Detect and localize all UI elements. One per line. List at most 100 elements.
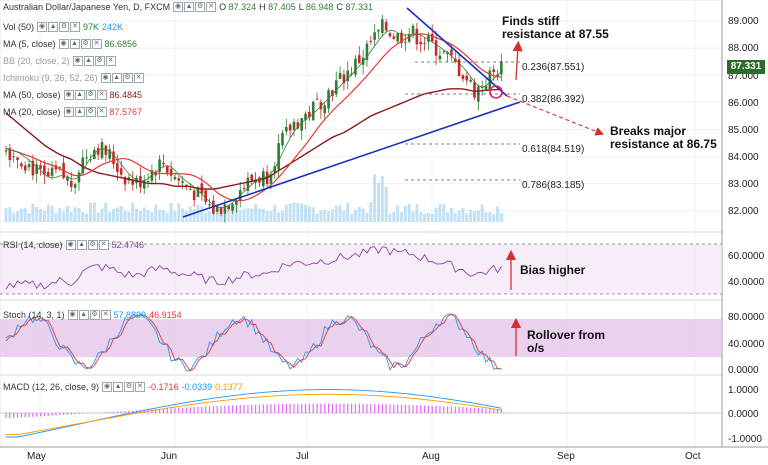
price-tick: 82.000: [728, 206, 759, 217]
volume-bar: [246, 208, 250, 222]
legend-controls[interactable]: ◉ ▲ ⚙ ✕: [173, 2, 217, 12]
volume-bar: [131, 202, 135, 222]
volume-bar: [123, 210, 127, 222]
volume-bar: [465, 213, 469, 222]
candle-body: [215, 205, 219, 212]
volume-bar: [426, 213, 430, 222]
legend-vol[interactable]: Vol (50) ◉ ▲ ⚙ ✕ 97K 242K: [3, 22, 124, 32]
volume-bar: [4, 208, 8, 222]
candle-body: [85, 157, 88, 159]
price-tick: 87.000: [728, 71, 759, 82]
stoch-tick: 0.0000: [728, 365, 759, 376]
candle-body: [400, 32, 403, 44]
legend-ma20[interactable]: MA (20, close) ◉ ▲ ⚙ ✕ 87.5767: [3, 107, 143, 117]
volume-bar: [112, 208, 116, 222]
volume-bar: [376, 182, 380, 222]
candle-body: [311, 101, 315, 121]
rsi-line: [5, 246, 502, 290]
volume-bar: [415, 204, 419, 222]
volume-bar: [8, 207, 12, 222]
volume-bar: [407, 203, 411, 222]
time-tick: Jun: [161, 451, 178, 462]
candle-body: [492, 69, 495, 72]
volume-bar: [39, 209, 43, 222]
volume-bar: [311, 207, 315, 222]
volume-bar: [46, 204, 50, 222]
ma5-line: [5, 29, 502, 209]
legend-ma50[interactable]: MA (50, close) ◉ ▲ ⚙ ✕ 86.4845: [3, 90, 143, 100]
candle-body: [453, 58, 457, 62]
resistance-arrow: [512, 40, 523, 81]
volume-bar: [369, 202, 373, 222]
volume-bar: [146, 210, 150, 222]
volume-bar: [361, 208, 365, 222]
volume-bar: [65, 205, 69, 222]
volume-bar: [457, 210, 461, 222]
candle-body: [69, 181, 73, 187]
candle-body: [16, 157, 19, 160]
volume-bar: [423, 213, 427, 222]
legend-ichimoku[interactable]: Ichimoku (9, 26, 52, 26) ◉ ▲ ⚙ ✕: [3, 73, 144, 83]
volume-bar: [16, 211, 20, 222]
volume-bar: [119, 205, 123, 222]
fib-label: 0.236(87.551): [522, 62, 585, 73]
candle-body: [108, 149, 111, 159]
volume-bar: [92, 202, 96, 222]
candle-body: [373, 32, 376, 40]
candle-body: [93, 149, 96, 160]
candle-body: [39, 165, 42, 169]
volume-bar: [69, 212, 73, 222]
overlays: [5, 7, 521, 218]
candle-body: [235, 200, 238, 205]
volume-bar: [35, 206, 39, 222]
title-text: Australian Dollar/Japanese Yen, D, FXCM: [3, 2, 171, 12]
candle-body: [442, 51, 446, 53]
candle-body: [35, 164, 39, 174]
legend-stoch[interactable]: Stoch (14, 3, 1) ◉ ▲ ⚙ ✕ 57.8899 46.9154: [3, 310, 182, 320]
candle-body: [196, 187, 200, 197]
volume-bar: [181, 208, 185, 222]
volume-bar: [19, 208, 23, 222]
legend-bb[interactable]: BB (20, close, 2) ◉ ▲ ⚙ ✕: [3, 56, 116, 66]
volume-bar: [411, 211, 415, 222]
volume-bar: [319, 210, 323, 222]
volume-bar: [338, 205, 342, 222]
candle-body: [438, 55, 442, 60]
candle-body: [181, 181, 184, 183]
price-tick: 83.000: [728, 179, 759, 190]
volume-bar: [208, 211, 212, 222]
candle-body: [331, 90, 334, 96]
volume-bar: [177, 203, 181, 222]
volume-bar: [292, 202, 296, 222]
stoch-tick: 80.0000: [728, 312, 765, 323]
legend-ma5[interactable]: MA (5, close) ◉ ▲ ⚙ ✕ 86.6856: [3, 39, 138, 49]
candle-body: [365, 43, 369, 61]
volume-bar: [154, 204, 158, 222]
candle-body: [300, 118, 303, 131]
legend-macd[interactable]: MACD (12, 26, close, 9) ◉ ▲ ⚙ ✕ -0.1716 -0.…: [3, 382, 243, 392]
candle-body: [277, 143, 280, 170]
volume-bar: [307, 206, 311, 222]
volume-bar: [88, 202, 92, 222]
candle-body: [323, 105, 327, 114]
rsi-tick: 40.0000: [728, 277, 765, 288]
candle-body: [112, 151, 115, 165]
volume-bar: [277, 212, 281, 222]
legend-rsi[interactable]: RSI (14, close) ◉ ▲ ⚙ ✕ 52.4746: [3, 240, 145, 250]
macd-tick: 0.0000: [728, 409, 759, 420]
candle-body: [396, 33, 399, 42]
ma50-line: [5, 88, 502, 190]
volume-bar: [438, 204, 442, 222]
volume-bar: [400, 212, 404, 222]
signal-line: [6, 393, 502, 436]
fib-label: 0.382(86.392): [522, 94, 585, 105]
volume-bar: [173, 211, 177, 222]
candle-body: [116, 163, 119, 172]
rsi-pane: [0, 243, 722, 295]
annotation-bias: Bias higher: [520, 263, 586, 277]
stoch-tick: 40.0000: [728, 339, 765, 350]
candle-body: [131, 180, 135, 185]
volume-bar: [461, 208, 465, 222]
volume-bar: [334, 205, 338, 222]
